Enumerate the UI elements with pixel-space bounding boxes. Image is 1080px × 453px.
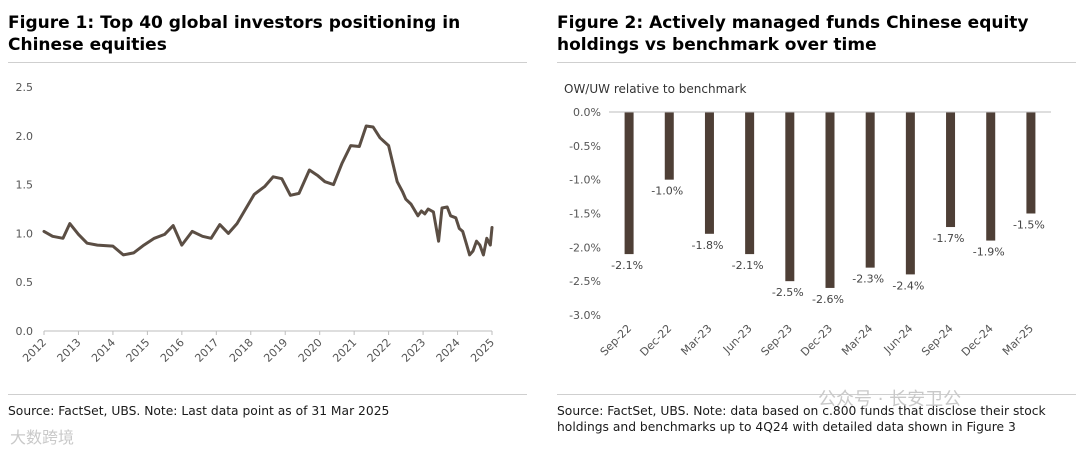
y-tick-label: -2.5% bbox=[569, 275, 601, 288]
x-tick-label: 2014 bbox=[89, 336, 118, 365]
x-tick-label: 2016 bbox=[158, 336, 187, 365]
y-axis-title: OW/UW relative to benchmark bbox=[564, 82, 747, 96]
bar bbox=[946, 112, 956, 228]
x-tick-label: Sep-22 bbox=[598, 322, 635, 359]
figure1-title: Figure 1: Top 40 global investors positi… bbox=[8, 13, 461, 55]
bar-data-label: -1.8% bbox=[691, 239, 723, 252]
figure1-top-rule bbox=[8, 62, 527, 63]
bar-data-label: -1.9% bbox=[973, 246, 1005, 259]
y-tick-label: 1.0 bbox=[16, 227, 34, 240]
figure1-bottom-rule bbox=[8, 394, 527, 395]
bar bbox=[905, 112, 915, 275]
figure2-top-rule bbox=[557, 62, 1076, 63]
bar-data-label: -1.0% bbox=[651, 185, 683, 198]
y-tick-label: -3.0% bbox=[569, 309, 601, 322]
x-tick-label: Dec-22 bbox=[637, 322, 674, 359]
x-tick-label: Dec-24 bbox=[959, 322, 996, 359]
x-tick-label: 2015 bbox=[124, 336, 153, 365]
x-tick-label: 2023 bbox=[399, 336, 428, 365]
y-tick-label: -1.0% bbox=[569, 174, 601, 187]
x-tick-label: 2013 bbox=[55, 336, 84, 365]
watermark-left: 大数跨境 bbox=[10, 428, 75, 447]
bar-data-label: -1.5% bbox=[1013, 219, 1045, 232]
y-tick-label: 0.0% bbox=[573, 106, 601, 119]
figure2-bottom-rule bbox=[557, 394, 1076, 395]
x-tick-label: 2018 bbox=[227, 336, 256, 365]
bar-data-label: -2.1% bbox=[732, 259, 764, 272]
y-tick-label: 2.5 bbox=[16, 81, 34, 94]
bar-data-label: -2.1% bbox=[611, 259, 643, 272]
x-tick-label: Mar-23 bbox=[678, 322, 714, 358]
figure2-title: Figure 2: Actively managed funds Chinese… bbox=[557, 13, 1029, 55]
bar bbox=[664, 112, 674, 180]
x-tick-label: Sep-23 bbox=[758, 322, 795, 359]
bar-data-label: -1.7% bbox=[933, 232, 965, 245]
x-tick-label: Dec-23 bbox=[798, 322, 835, 359]
x-tick-label: 2020 bbox=[296, 336, 325, 365]
watermark-right: 公众号 · 长安卫公 bbox=[818, 389, 962, 410]
x-tick-label: 2025 bbox=[468, 336, 497, 365]
x-tick-label: Mar-24 bbox=[839, 322, 875, 358]
x-tick-label: 2021 bbox=[330, 336, 359, 365]
figure1-source-note: Source: FactSet, UBS. Note: Last data po… bbox=[8, 404, 390, 418]
x-tick-label: Sep-24 bbox=[919, 322, 956, 359]
bar bbox=[825, 112, 835, 288]
bar-data-label: -2.3% bbox=[852, 273, 884, 286]
bar-data-label: -2.6% bbox=[812, 293, 844, 306]
bar bbox=[1026, 112, 1036, 214]
x-tick-label: Jun-23 bbox=[720, 322, 755, 357]
series-line bbox=[42, 124, 494, 257]
y-tick-label: 0.5 bbox=[16, 276, 34, 289]
x-tick-label: Jun-24 bbox=[881, 322, 916, 357]
bar bbox=[865, 112, 875, 268]
x-tick-label: 2022 bbox=[365, 336, 394, 365]
x-tick-label: 2012 bbox=[20, 336, 49, 365]
x-tick-label: 2017 bbox=[192, 336, 221, 365]
y-tick-label: 1.5 bbox=[16, 179, 34, 192]
bar bbox=[704, 112, 714, 234]
bar bbox=[986, 112, 996, 241]
y-tick-label: -2.0% bbox=[569, 241, 601, 254]
bar-data-label: -2.4% bbox=[892, 279, 924, 292]
figure2-bar-chart: OW/UW relative to benchmark 0.0% -0.5% -1.0… bbox=[564, 82, 1051, 359]
y-tick-label: 0.0 bbox=[16, 325, 34, 338]
bar-data-label: -2.5% bbox=[772, 286, 804, 299]
bar bbox=[785, 112, 795, 282]
y-tick-label: 2.0 bbox=[16, 130, 34, 143]
x-tick-label: 2019 bbox=[261, 336, 290, 365]
bar bbox=[624, 112, 634, 255]
bar bbox=[745, 112, 755, 255]
y-tick-label: -1.5% bbox=[569, 208, 601, 221]
figure2-source-note: Source: FactSet, UBS. Note: data based o… bbox=[557, 404, 1046, 434]
x-tick-label: 2024 bbox=[434, 336, 463, 365]
y-tick-label: -0.5% bbox=[569, 140, 601, 153]
x-tick-label: Mar-25 bbox=[1000, 322, 1036, 358]
